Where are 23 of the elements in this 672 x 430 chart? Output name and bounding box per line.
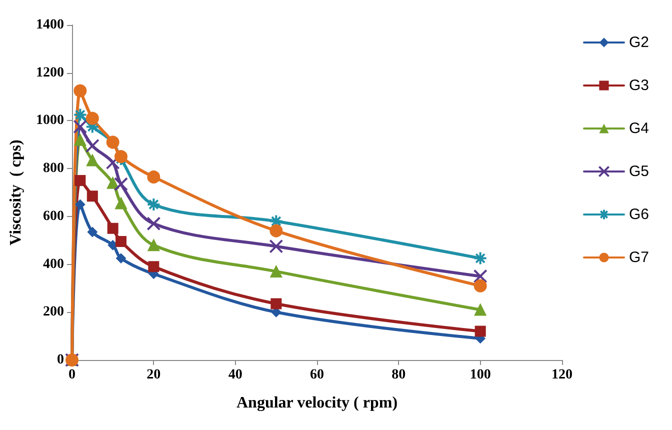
legend-label: G7 — [628, 249, 650, 266]
legend-label: G3 — [628, 77, 650, 94]
y-tick-label: 400 — [43, 256, 64, 272]
legend-label: G4 — [628, 120, 650, 137]
x-tick-label: 60 — [310, 368, 324, 382]
y-tick-label: 1200 — [36, 65, 64, 80]
x-tick-label: 100 — [470, 368, 491, 382]
legend-label: G5 — [628, 163, 650, 180]
x-tick-label: 120 — [552, 368, 572, 382]
y-axis-title: Viscosity ( cps) — [8, 140, 24, 246]
x-axis-title: Angular velocity ( rpm) — [236, 394, 398, 412]
y-tick-label: 600 — [43, 208, 64, 224]
y-tick-label: 200 — [43, 304, 64, 320]
y-tick-label: 1400 — [36, 18, 64, 32]
legend-label: G2 — [628, 34, 650, 51]
y-tick-label: 1000 — [36, 113, 64, 128]
y-tick-label: 800 — [43, 161, 64, 176]
y-tick-label: 0 — [57, 352, 64, 368]
legend-label: G6 — [628, 206, 650, 223]
x-tick-label: 20 — [146, 368, 161, 382]
x-tick-label: 40 — [228, 368, 242, 382]
x-tick-label: 0 — [68, 368, 76, 382]
x-tick-label: 80 — [392, 368, 406, 382]
